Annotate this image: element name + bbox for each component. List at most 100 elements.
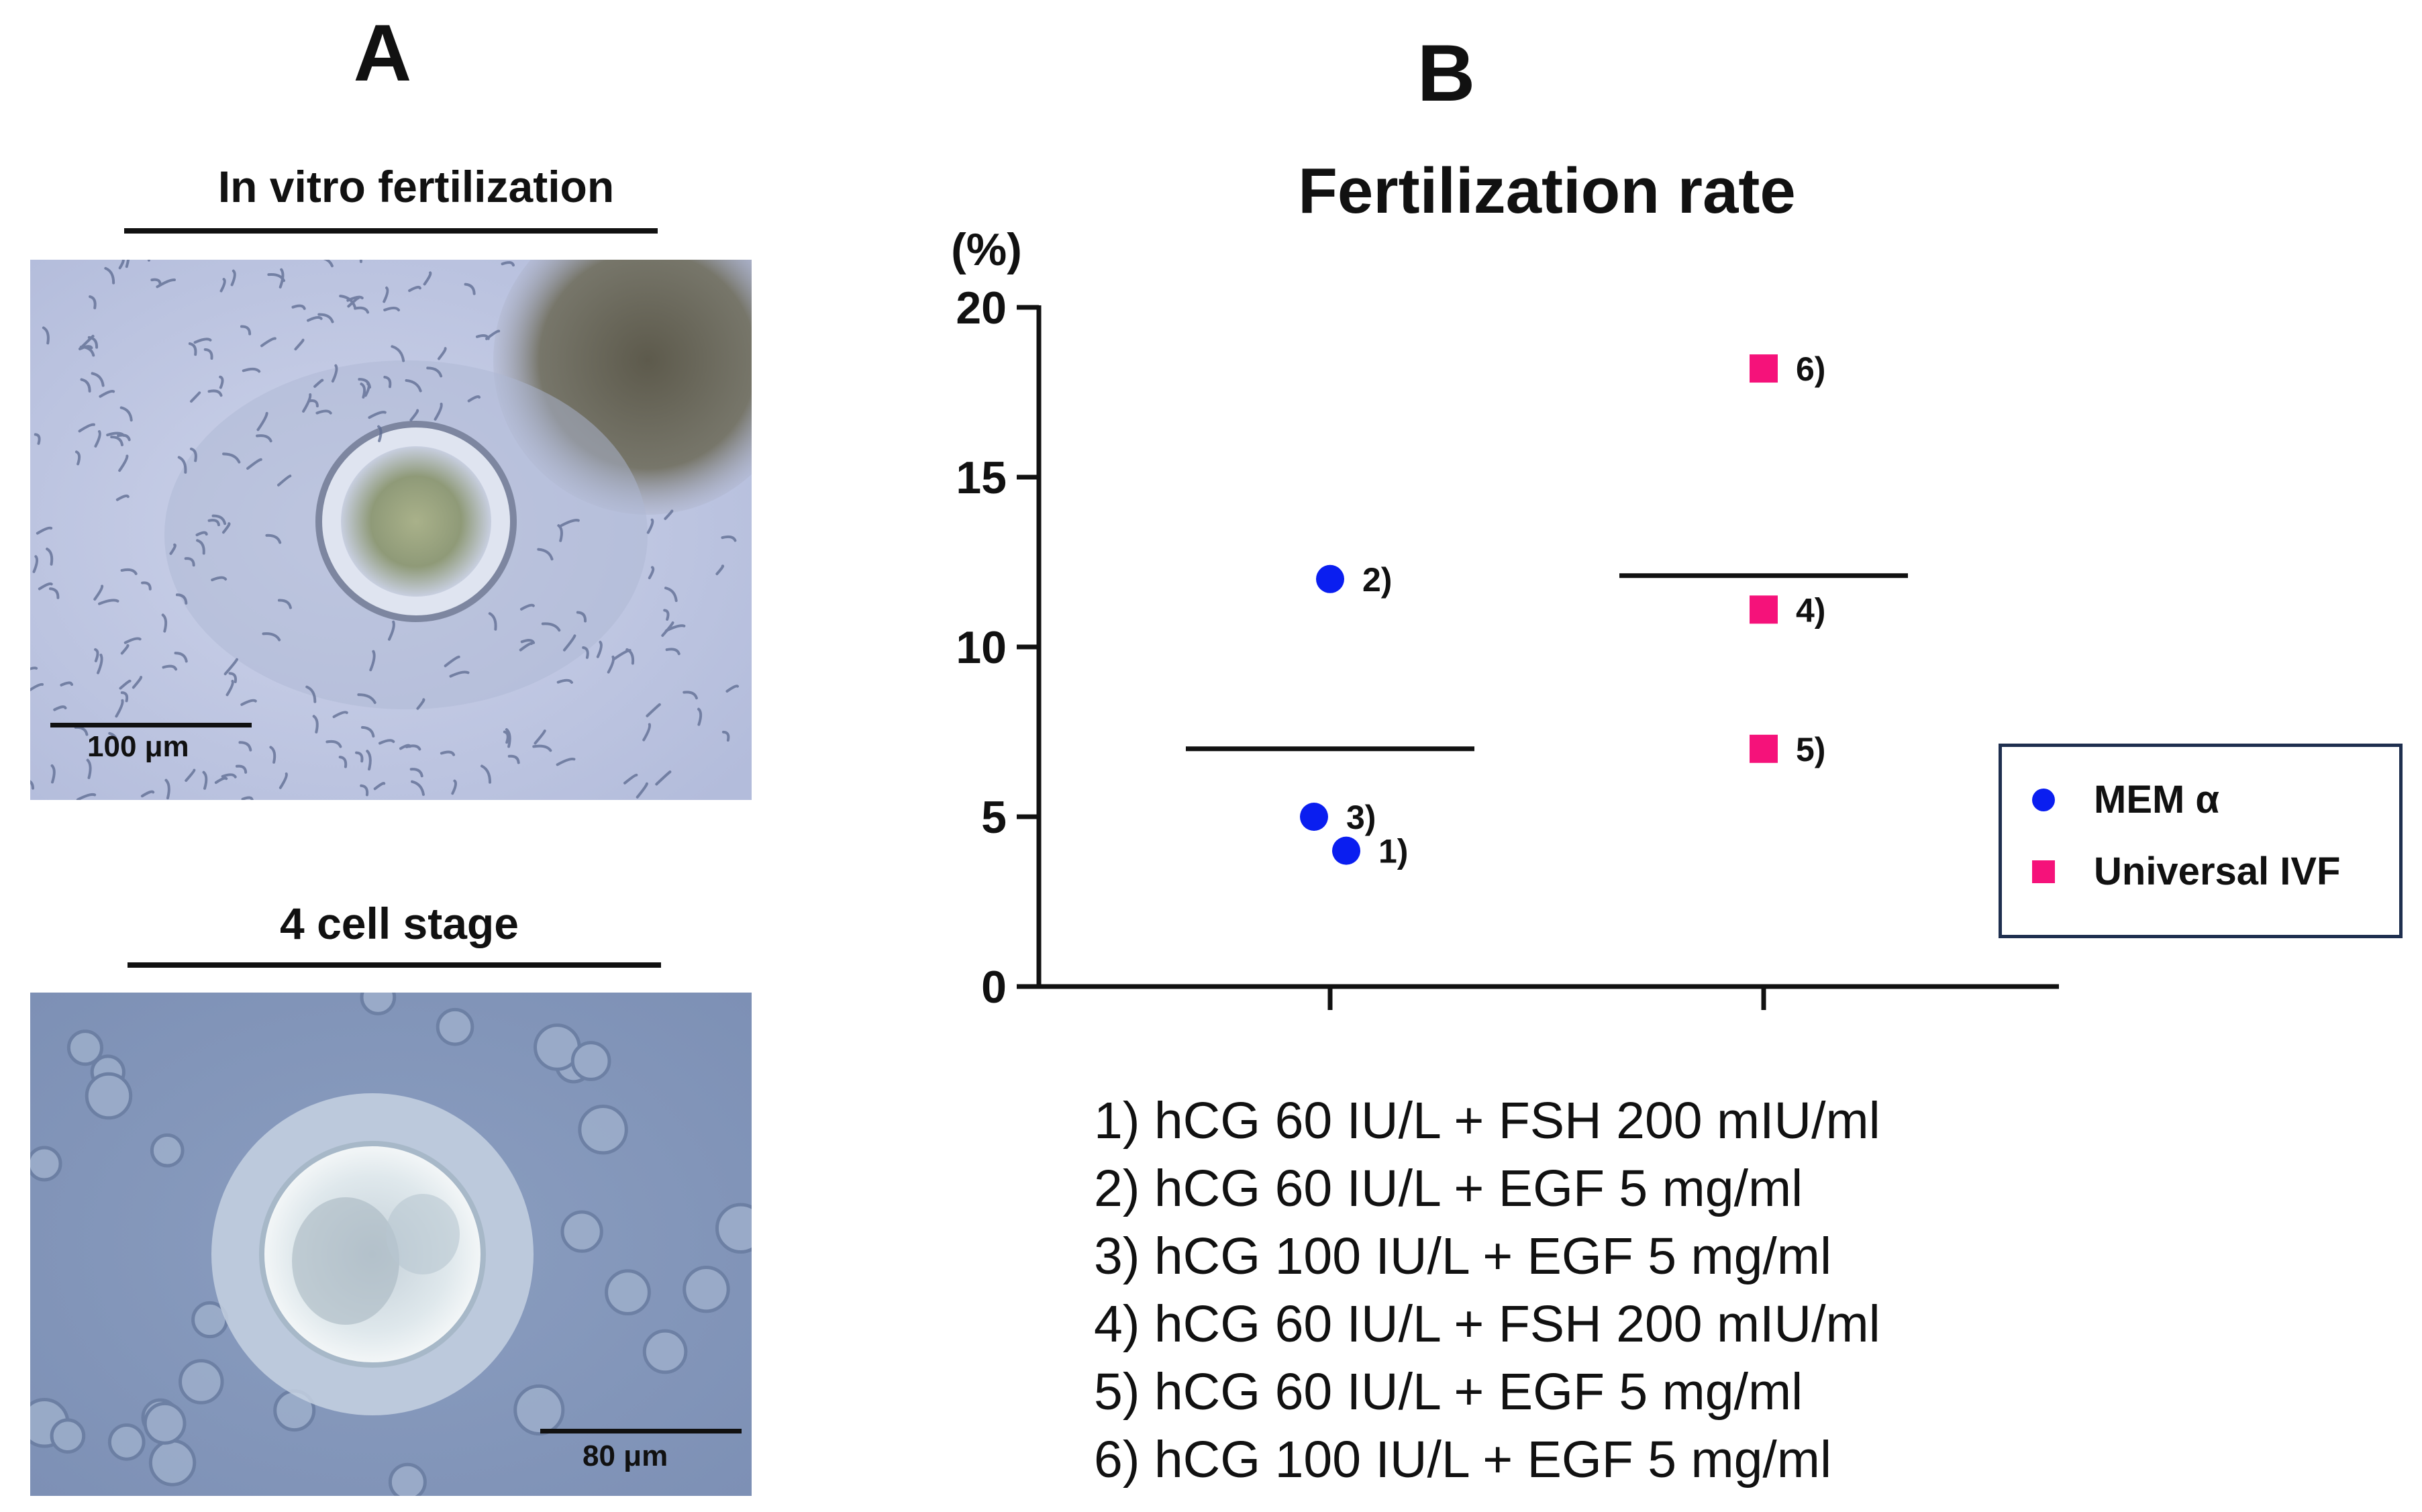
sperm-cell	[256, 411, 268, 432]
sperm-cell	[481, 764, 492, 784]
sperm-cell	[222, 452, 241, 464]
sperm-cell	[219, 375, 224, 389]
sperm-cell	[140, 790, 155, 798]
sperm-cell	[556, 757, 576, 766]
sperm-cell	[214, 776, 228, 785]
sperm-cell	[94, 430, 101, 448]
sperm-cell	[315, 409, 332, 415]
sperm-cell	[30, 683, 44, 692]
sperm-cell	[537, 548, 554, 561]
sperm-cell	[503, 730, 509, 744]
sperm-cell	[53, 705, 67, 711]
sperm-cell	[78, 423, 95, 433]
sperm-cell	[279, 268, 285, 289]
sperm-cell	[118, 454, 129, 472]
sperm-cell	[189, 447, 197, 462]
sperm-cell	[560, 519, 580, 527]
sperm-cell	[150, 278, 162, 287]
sperm-cell	[399, 744, 411, 750]
condition-2: 2) hCG 60 IU/L + EGF 5 mg/ml	[1094, 1160, 1803, 1217]
sperm-cell	[664, 509, 674, 520]
condition-4: 4) hCG 60 IU/L + FSH 200 mIU/ml	[1094, 1295, 1880, 1353]
sperm-cell	[369, 650, 376, 672]
sperm-cell	[387, 620, 395, 641]
sperm-cell	[117, 434, 131, 442]
sperm-cell	[377, 425, 383, 442]
sperm-cell	[184, 557, 195, 567]
legend-circle-icon	[2032, 788, 2055, 811]
background-cell	[388, 1462, 427, 1496]
sperm-cell	[223, 658, 238, 676]
sperm-cell	[646, 703, 661, 717]
sperm-cell	[317, 313, 334, 323]
data-label: 2)	[1362, 561, 1392, 599]
background-cell	[436, 1007, 474, 1046]
sperm-cell	[725, 685, 740, 693]
cell-stage-scale-label: 80 μm	[583, 1440, 668, 1472]
background-cell	[85, 1072, 133, 1120]
sperm-cell	[91, 372, 105, 387]
sperm-cell	[721, 730, 730, 742]
legend-item-universal-ivf: Universal IVF	[2032, 849, 2340, 894]
background-cell	[148, 1439, 197, 1486]
sperm-cell	[325, 740, 342, 748]
sperm-cell	[721, 535, 737, 542]
sperm-cell	[38, 582, 53, 591]
sperm-cell	[368, 411, 387, 419]
sperm-cell	[80, 378, 91, 393]
sperm-cell	[291, 304, 306, 310]
sperm-cell	[467, 395, 481, 403]
background-cell	[683, 1265, 730, 1313]
sperm-cell	[30, 780, 35, 790]
sperm-cell	[164, 778, 170, 800]
sperm-cell	[277, 599, 292, 609]
data-label: 4)	[1796, 591, 1825, 629]
sperm-cell	[120, 644, 130, 655]
sperm-cell	[663, 609, 670, 621]
background-cell	[605, 1269, 651, 1316]
sperm-cell	[373, 782, 386, 791]
sperm-cell	[110, 436, 123, 446]
sperm-cell	[449, 670, 470, 678]
sperm-cell	[664, 587, 678, 603]
y-axis-label: (%)	[951, 224, 1022, 275]
sperm-cell	[115, 494, 130, 501]
sperm-cell	[648, 566, 655, 580]
cell-stage-title-rule	[128, 962, 661, 968]
sperm-cell	[87, 336, 99, 349]
sperm-cell	[582, 646, 589, 659]
sperm-cell	[505, 728, 511, 748]
sperm-cell	[193, 338, 212, 344]
condition-1: 1) hCG 60 IU/L + FSH 200 mIU/ml	[1094, 1092, 1880, 1150]
sperm-cell	[440, 750, 456, 756]
sperm-cell	[307, 315, 323, 322]
sperm-cell	[408, 285, 421, 293]
sperm-cell	[576, 611, 587, 623]
sperm-cell	[118, 260, 125, 270]
background-cell	[107, 1423, 146, 1461]
sperm-cell	[359, 260, 362, 263]
sperm-cell	[207, 519, 220, 527]
legend-item-mem-alpha: MEM α	[2032, 777, 2219, 822]
sperm-cell	[383, 306, 401, 311]
data-label: 6)	[1796, 350, 1825, 388]
background-cell	[642, 1329, 688, 1374]
y-tick-label: 15	[956, 452, 1007, 503]
sperm-cell	[174, 652, 188, 663]
sperm-cell	[98, 599, 119, 605]
panel-letter-a: A	[353, 8, 412, 98]
sperm-cell	[93, 585, 104, 601]
sperm-cell	[405, 379, 422, 393]
sperm-cell	[331, 364, 338, 383]
sperm-cell	[48, 587, 60, 599]
sperm-cell	[185, 768, 196, 783]
sperm-cell	[225, 679, 234, 697]
sperm-cell	[120, 691, 129, 703]
sperm-cell	[161, 613, 168, 633]
sperm-cell	[238, 741, 252, 752]
sperm-cell	[169, 543, 176, 555]
sperm-cell	[177, 456, 187, 474]
y-tick-label: 0	[981, 962, 1007, 1013]
sperm-cell	[426, 366, 443, 378]
sperm-cell	[119, 679, 132, 690]
